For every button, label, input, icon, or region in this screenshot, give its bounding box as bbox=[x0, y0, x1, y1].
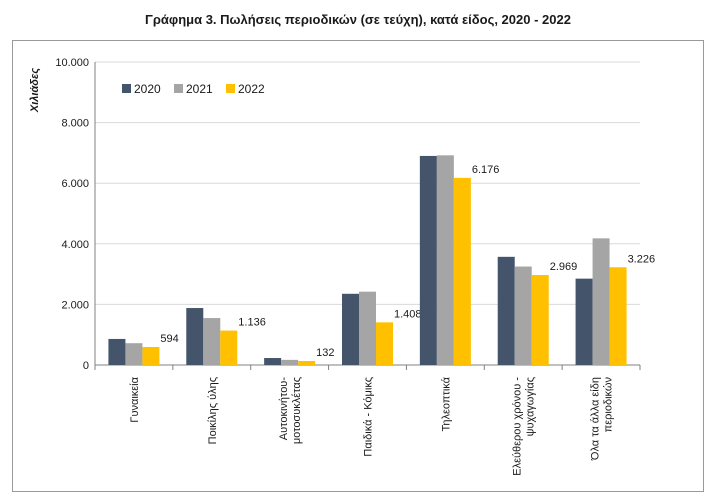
x-category-label: Γυναικεία bbox=[129, 376, 141, 422]
bar-2021 bbox=[359, 291, 376, 365]
data-label: 594 bbox=[160, 333, 178, 345]
data-label: 1.136 bbox=[238, 317, 266, 329]
y-tick-label: 4.000 bbox=[61, 239, 89, 251]
y-tick-label: 8.000 bbox=[61, 118, 89, 130]
y-tick-label: 0 bbox=[83, 360, 89, 372]
x-category-label: περιοδικών bbox=[603, 377, 615, 433]
data-label: 2.969 bbox=[550, 261, 578, 273]
bar-2021 bbox=[281, 359, 299, 365]
x-category-label: Ελεύθερου χρόνου - bbox=[512, 377, 524, 476]
bar-2022 bbox=[531, 275, 549, 365]
legend-swatch-2022 bbox=[226, 84, 235, 93]
bar-2020 bbox=[497, 256, 515, 365]
legend-swatch-2020 bbox=[122, 84, 131, 93]
y-tick-label: 2.000 bbox=[61, 299, 89, 311]
bar-2020 bbox=[575, 278, 593, 365]
bar-2020 bbox=[419, 155, 437, 365]
y-tick-label: 10.000 bbox=[55, 57, 89, 69]
bar-2020 bbox=[264, 358, 282, 365]
bar-2021 bbox=[203, 318, 221, 365]
bar-2022 bbox=[298, 361, 316, 365]
bar-2021 bbox=[514, 266, 532, 365]
y-axis-label: Χιλιάδες bbox=[29, 68, 41, 113]
y-tick-label: 6.000 bbox=[61, 178, 89, 190]
legend-label: 2020 bbox=[134, 82, 161, 96]
x-category-label: Ποικίλης ύλης bbox=[207, 377, 219, 444]
bar-2020 bbox=[108, 338, 126, 365]
bar-2021 bbox=[436, 155, 454, 365]
data-label: 3.226 bbox=[628, 253, 656, 265]
data-label: 6.176 bbox=[472, 164, 500, 176]
bar-2020 bbox=[186, 308, 204, 365]
x-category-label: μοτοσυκλέτας bbox=[291, 377, 303, 444]
x-category-label: Όλα τα άλλα είδη bbox=[590, 377, 602, 461]
x-category-label: Παιδικά - Κόμικς bbox=[363, 377, 375, 457]
legend-label: 2021 bbox=[186, 82, 213, 96]
legend-label: 2022 bbox=[238, 82, 265, 96]
bar-2020 bbox=[342, 293, 359, 365]
chart-frame bbox=[12, 40, 704, 492]
data-label: 132 bbox=[316, 347, 334, 359]
x-category-label: Αυτοκινήτου- bbox=[278, 377, 290, 441]
bar-2021 bbox=[125, 343, 143, 365]
data-label: 1.408 bbox=[394, 308, 422, 320]
bar-2021 bbox=[592, 238, 610, 365]
bar-2022 bbox=[453, 177, 471, 365]
bar-2022 bbox=[142, 347, 160, 365]
x-category-label: ψυχαγωγίας bbox=[525, 377, 537, 436]
chart-title: Γράφημα 3. Πωλήσεις περιοδικών (σε τεύχη… bbox=[145, 12, 571, 27]
x-category-label: Τηλεοπτικά bbox=[440, 376, 452, 431]
bar-2022 bbox=[220, 330, 238, 365]
bar-2022 bbox=[376, 322, 393, 365]
legend-swatch-2021 bbox=[174, 84, 183, 93]
bar-2022 bbox=[609, 267, 627, 365]
